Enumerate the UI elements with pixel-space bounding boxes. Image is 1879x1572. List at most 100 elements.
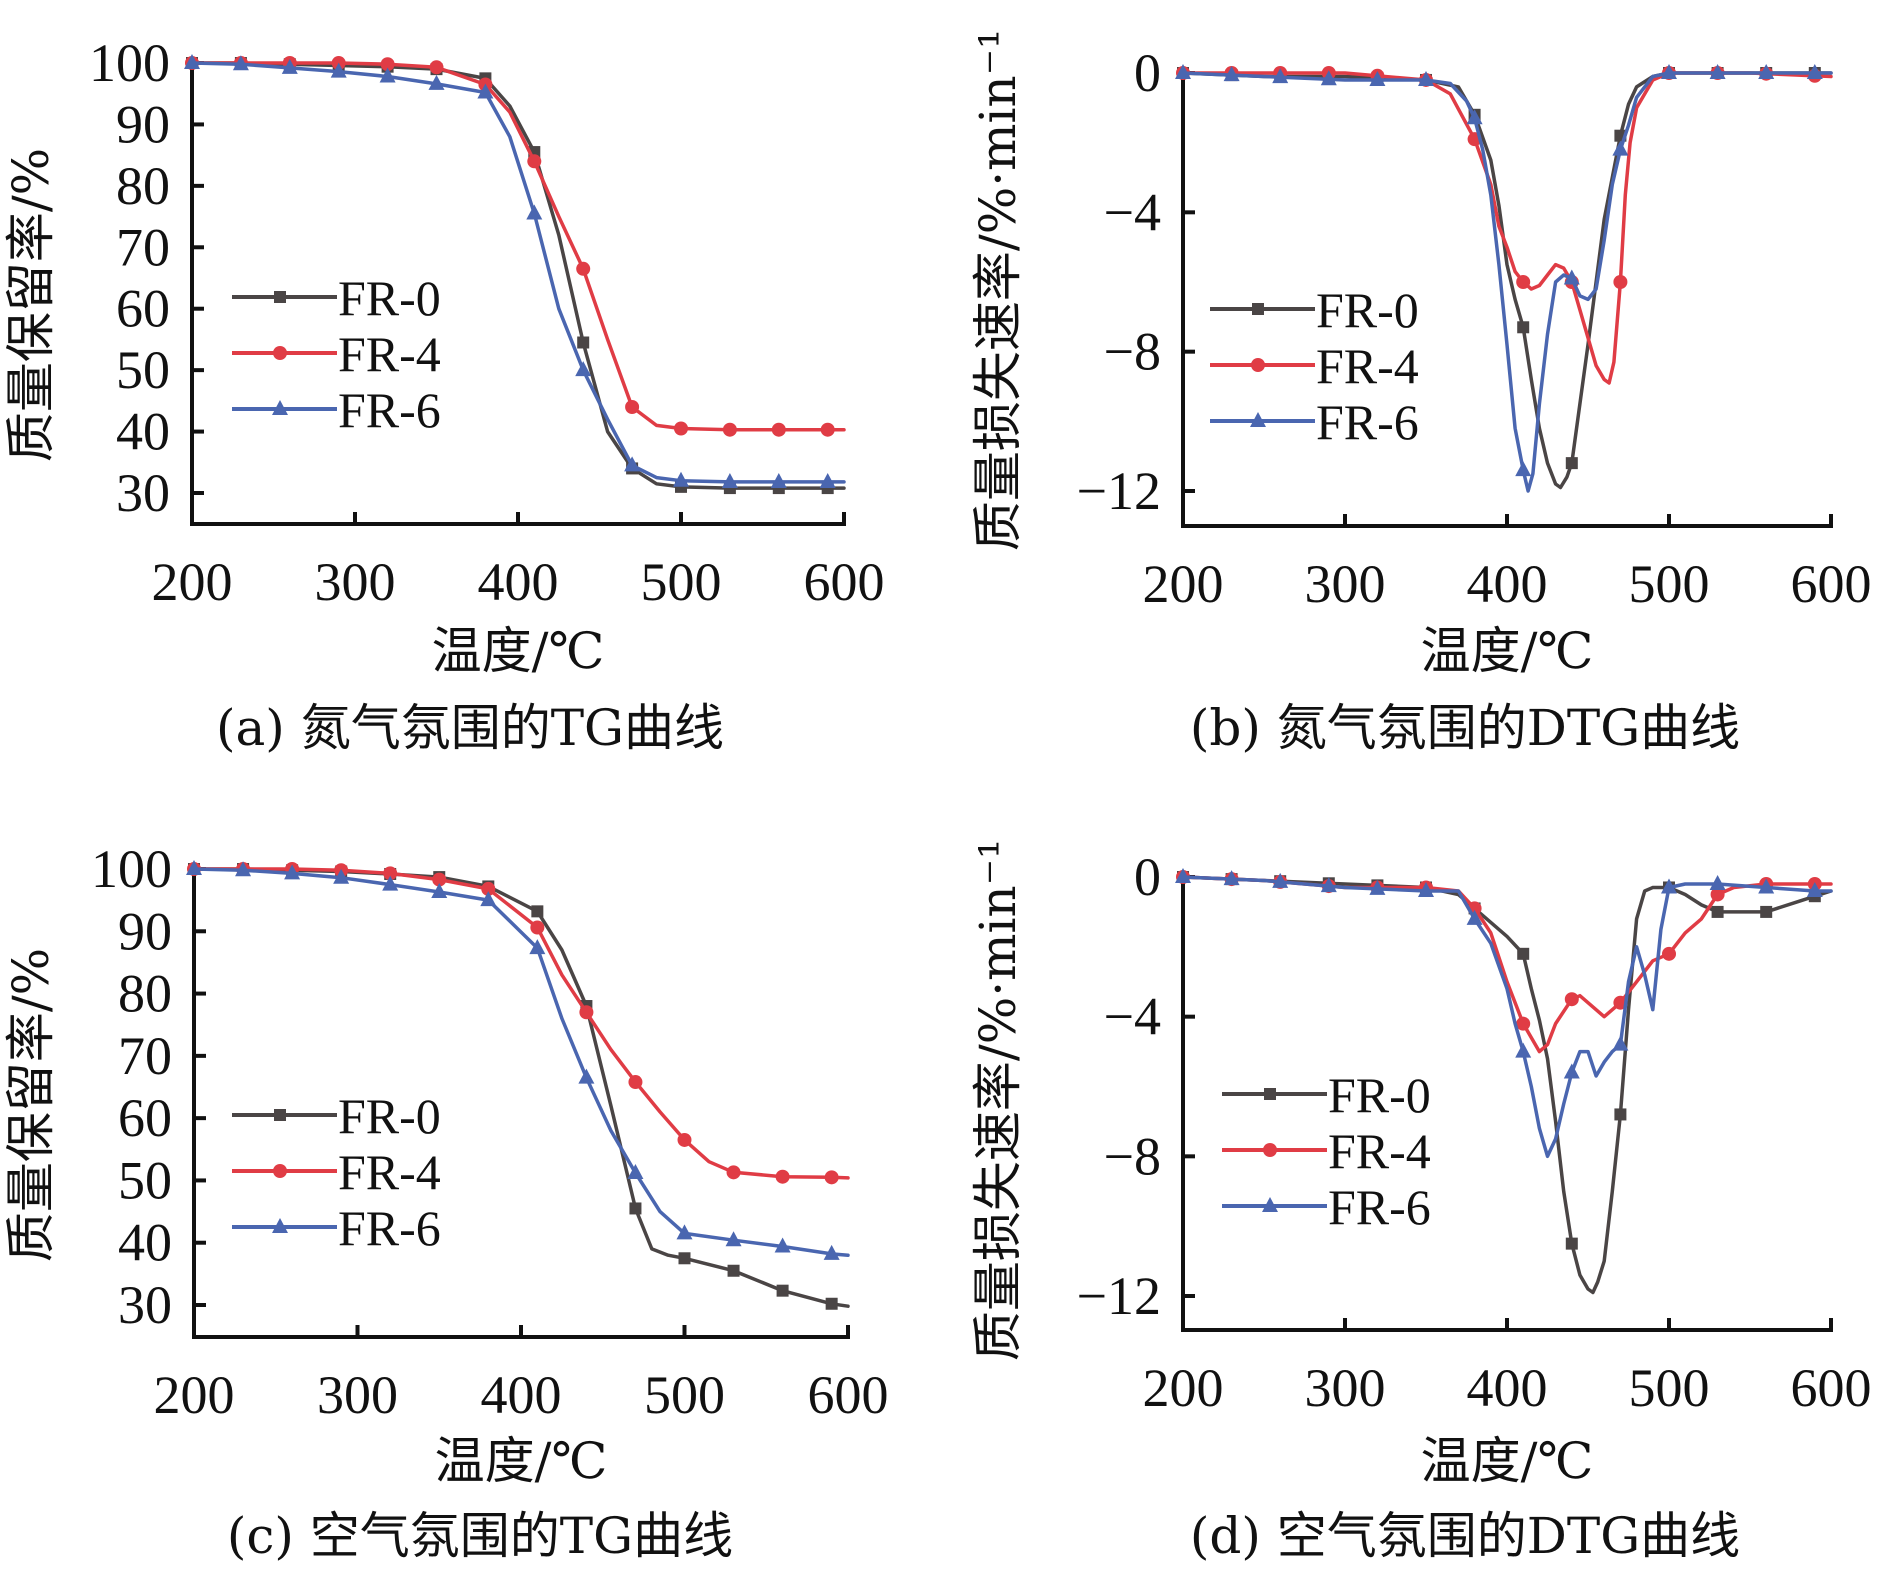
legend-item-fr-6: FR-6 (1210, 394, 1419, 450)
y-tick-label: −8 (1104, 322, 1161, 382)
data-point (819, 472, 836, 488)
series-fr-4 (1176, 870, 1833, 1054)
data-point (527, 154, 542, 169)
x-axis-title: 温度/℃ (1421, 1432, 1594, 1490)
panel-d: 200 300 400 500 600 0 −4 −8 −12 温度/℃ 质量损失速率/%·min⁻… (969, 839, 1872, 1565)
y-axis-title: 质量保留率/% (2, 948, 60, 1262)
y-axis-title: 质量损失速率/%·min⁻¹ (969, 839, 1027, 1361)
data-point (530, 920, 545, 935)
data-point (776, 1284, 789, 1297)
series-fr-6 (1175, 64, 1833, 493)
legend: FR-0FR-4FR-6 (232, 1088, 441, 1256)
legend-label: FR-0 (338, 270, 441, 326)
data-point (823, 1244, 840, 1260)
data-point (628, 1075, 643, 1090)
y-tick-label: −12 (1077, 1266, 1161, 1326)
data-point (235, 861, 252, 877)
data-point (232, 55, 249, 71)
legend-item-fr-6: FR-6 (232, 1200, 441, 1256)
series-line-fr-6 (192, 867, 850, 1257)
data-point (1758, 878, 1775, 894)
data-point (1661, 64, 1677, 79)
data-point (477, 83, 494, 99)
data-point (1223, 870, 1240, 886)
legend-label: FR-0 (1316, 282, 1419, 338)
data-point (770, 472, 787, 488)
y-tick-label: 70 (118, 1026, 172, 1086)
y-tick-label: 90 (118, 901, 172, 961)
data-point (1709, 874, 1726, 890)
data-point (1515, 461, 1532, 477)
legend-label: FR-6 (338, 382, 441, 438)
legend: FR-0FR-4FR-6 (1210, 282, 1419, 450)
data-point (1613, 275, 1628, 289)
legend-marker (1262, 1197, 1278, 1212)
data-point (1806, 881, 1823, 897)
data-point (1516, 275, 1531, 289)
legend-marker (1252, 303, 1264, 315)
data-point (1516, 1016, 1531, 1031)
data-point (1612, 1035, 1629, 1051)
data-point (531, 905, 544, 918)
y-tick-label: 0 (1134, 847, 1161, 907)
data-point (1662, 946, 1676, 961)
data-point (1466, 109, 1483, 125)
data-point (1612, 140, 1629, 156)
data-point (771, 422, 786, 437)
legend-item-fr-6: FR-6 (232, 382, 441, 438)
data-point (431, 883, 448, 899)
legend-marker (1250, 412, 1266, 427)
data-point (380, 57, 395, 72)
data-point (825, 1297, 838, 1310)
data-point (774, 1237, 791, 1253)
series-fr-4 (187, 862, 850, 1185)
legend-item-fr-4: FR-4 (1210, 338, 1419, 394)
panel-caption: (d) 空气氛围的DTG曲线 (1190, 1507, 1740, 1565)
y-tick-label: 40 (116, 402, 170, 462)
legend-marker (273, 346, 287, 360)
legend: FR-0FR-4FR-6 (232, 270, 441, 438)
legend-label: FR-6 (1328, 1179, 1431, 1235)
y-tick-label: 90 (116, 94, 170, 154)
data-point (721, 472, 738, 488)
data-point (1758, 64, 1775, 79)
x-tick-label: 500 (1629, 1358, 1710, 1418)
legend-label: FR-4 (338, 1144, 441, 1200)
legend-item-fr-0: FR-0 (1210, 282, 1419, 338)
legend-marker (1263, 1143, 1277, 1157)
data-point (674, 421, 688, 436)
legend-label: FR-0 (1328, 1067, 1431, 1123)
data-point (379, 67, 396, 83)
data-point (775, 1169, 790, 1184)
legend-label: FR-4 (1316, 338, 1419, 394)
x-tick-label: 500 (1629, 554, 1710, 614)
legend-item-fr-0: FR-0 (232, 270, 441, 326)
data-point (383, 866, 398, 881)
data-point (1369, 70, 1386, 86)
x-tick-label: 300 (315, 552, 396, 612)
data-point (526, 204, 543, 220)
x-tick-label: 300 (1305, 554, 1386, 614)
data-point (1272, 872, 1289, 888)
y-tick-label: 30 (116, 463, 170, 523)
x-tick-label: 400 (1467, 554, 1548, 614)
y-tick-label: 100 (89, 33, 170, 93)
series-line-fr-0 (1181, 875, 1833, 1295)
legend-label: FR-0 (338, 1088, 441, 1144)
series-fr-0 (1177, 871, 1833, 1295)
panel-b: 200 300 400 500 600 0 −4 −8 −12 温度/℃ 质量损失速率/%·min⁻… (969, 29, 1872, 757)
data-point (625, 400, 640, 414)
data-point (1517, 321, 1530, 334)
y-tick-label: −12 (1077, 461, 1161, 521)
series-line-fr-6 (1181, 71, 1833, 493)
x-tick-label: 500 (644, 1365, 725, 1425)
legend-item-fr-0: FR-0 (1222, 1067, 1431, 1123)
data-point (820, 422, 835, 437)
legend-marker (1251, 358, 1265, 372)
x-tick-label: 300 (1305, 1358, 1386, 1418)
legend-marker (273, 1164, 287, 1178)
data-point (1175, 64, 1191, 79)
x-axis-title: 温度/℃ (435, 1432, 608, 1490)
x-tick-label: 400 (478, 552, 559, 612)
